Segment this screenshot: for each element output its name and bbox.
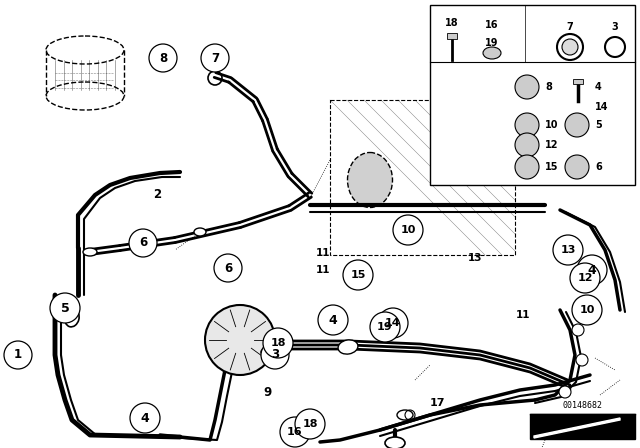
Circle shape (570, 263, 600, 293)
Text: 18: 18 (270, 338, 285, 348)
Text: 15: 15 (350, 270, 365, 280)
FancyBboxPatch shape (530, 414, 635, 439)
Circle shape (515, 133, 539, 157)
Circle shape (129, 229, 157, 257)
Ellipse shape (338, 340, 358, 354)
Text: 8: 8 (545, 82, 552, 92)
Circle shape (318, 305, 348, 335)
Text: 4: 4 (588, 263, 596, 276)
Text: 8: 8 (159, 52, 167, 65)
Text: 13: 13 (560, 245, 576, 255)
Ellipse shape (194, 228, 206, 236)
Text: 10: 10 (545, 120, 559, 130)
FancyBboxPatch shape (573, 79, 583, 84)
Ellipse shape (261, 347, 279, 357)
Text: 6: 6 (595, 162, 602, 172)
Text: 00148682: 00148682 (563, 401, 602, 410)
Text: 15: 15 (545, 162, 559, 172)
Circle shape (343, 260, 373, 290)
Ellipse shape (442, 128, 477, 172)
Text: 6: 6 (224, 262, 232, 275)
Text: 3: 3 (612, 22, 618, 32)
Ellipse shape (483, 47, 501, 59)
Text: 9: 9 (264, 387, 272, 400)
Text: 12: 12 (577, 273, 593, 283)
Text: 14: 14 (385, 318, 401, 328)
Circle shape (565, 113, 589, 137)
Text: 11: 11 (316, 265, 330, 275)
Text: 19: 19 (377, 322, 393, 332)
Text: 16: 16 (287, 427, 303, 437)
Circle shape (295, 409, 325, 439)
Circle shape (378, 308, 408, 338)
Circle shape (370, 312, 400, 342)
Text: 2: 2 (153, 189, 161, 202)
Circle shape (214, 254, 242, 282)
Ellipse shape (83, 248, 97, 256)
Text: 18: 18 (302, 419, 317, 429)
Circle shape (263, 328, 293, 358)
Ellipse shape (397, 410, 413, 420)
Circle shape (261, 341, 289, 369)
Text: 16: 16 (485, 20, 499, 30)
Circle shape (577, 255, 607, 285)
Text: 6: 6 (139, 237, 147, 250)
Text: 19: 19 (485, 38, 499, 48)
Text: 4: 4 (328, 314, 337, 327)
Text: 14: 14 (595, 102, 609, 112)
Text: 3: 3 (271, 349, 279, 362)
Text: 11: 11 (316, 248, 330, 258)
Text: 11: 11 (516, 310, 531, 320)
Text: 17: 17 (429, 398, 445, 408)
Circle shape (50, 293, 80, 323)
Text: 5: 5 (595, 120, 602, 130)
Circle shape (572, 324, 584, 336)
Text: 1: 1 (14, 349, 22, 362)
Text: 18: 18 (445, 18, 459, 28)
Text: 13: 13 (468, 253, 483, 263)
Circle shape (205, 305, 275, 375)
Circle shape (130, 403, 160, 433)
Text: 4: 4 (595, 82, 602, 92)
Circle shape (572, 295, 602, 325)
Circle shape (201, 44, 229, 72)
Circle shape (515, 113, 539, 137)
Circle shape (559, 386, 571, 398)
Circle shape (280, 417, 310, 447)
Circle shape (576, 354, 588, 366)
FancyBboxPatch shape (430, 5, 635, 185)
Ellipse shape (65, 309, 79, 327)
Ellipse shape (348, 152, 392, 207)
Text: 10: 10 (400, 225, 416, 235)
Text: 5: 5 (61, 302, 69, 314)
Text: 7: 7 (211, 52, 219, 65)
Circle shape (553, 235, 583, 265)
Text: 12: 12 (545, 140, 559, 150)
Circle shape (515, 155, 539, 179)
Text: 4: 4 (141, 412, 149, 425)
Polygon shape (534, 418, 620, 438)
Circle shape (562, 39, 578, 55)
Circle shape (515, 75, 539, 99)
Circle shape (149, 44, 177, 72)
Circle shape (393, 215, 423, 245)
Circle shape (565, 155, 589, 179)
Text: 10: 10 (579, 305, 595, 315)
Ellipse shape (385, 437, 405, 448)
Text: 7: 7 (566, 22, 573, 32)
Circle shape (4, 341, 32, 369)
FancyBboxPatch shape (447, 33, 457, 39)
